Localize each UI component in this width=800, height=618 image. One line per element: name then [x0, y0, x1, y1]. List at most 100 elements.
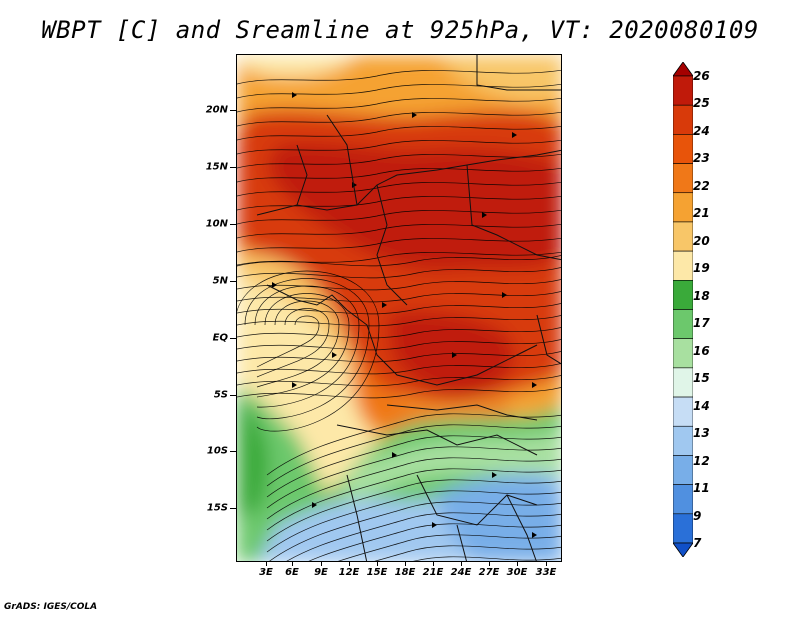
lat-tick: [230, 110, 236, 111]
streamline: [237, 167, 561, 183]
colorbar-label: 20: [693, 233, 710, 248]
streamline: [237, 303, 561, 315]
streamline-arrowhead: [452, 352, 457, 358]
streamline: [266, 479, 561, 542]
streamline: [237, 153, 561, 169]
lon-tick: [517, 561, 518, 566]
streamline: [308, 523, 561, 561]
lon-tick: [433, 561, 434, 566]
streamline: [237, 237, 561, 253]
chart-title: WBPT [C] and Sreamline at 925hPa, VT: 20…: [41, 16, 759, 44]
streamline: [237, 209, 561, 225]
streamline: [237, 387, 561, 399]
colorbar-label: 16: [693, 343, 710, 358]
field-north-pale: [237, 55, 357, 77]
streamline: [266, 424, 561, 487]
lat-label-5n: 5N: [212, 275, 228, 287]
streamline: [374, 545, 561, 561]
field-sahel-band: [237, 235, 507, 436]
lat-label-eq: EQ: [212, 332, 228, 344]
streamline-arrowhead: [492, 472, 497, 478]
streamline: [256, 315, 320, 368]
streamline: [256, 308, 330, 378]
colorbar-swatch: [673, 455, 693, 485]
colorbar-label: 14: [693, 398, 710, 413]
lon-label-3e: 3E: [259, 567, 273, 578]
streamline: [286, 512, 561, 561]
streamline: [237, 291, 561, 303]
colorbar-swatch: [673, 338, 693, 369]
colorbar-label: 22: [693, 178, 710, 193]
streamline-arrowhead: [432, 522, 437, 528]
streamline: [237, 181, 561, 197]
streamline: [266, 435, 561, 498]
colorbar-swatch: [673, 221, 693, 252]
streamline-arrowhead: [292, 92, 297, 98]
lon-tick: [321, 561, 322, 566]
streamline: [237, 125, 561, 141]
colorbar-label: 24: [693, 123, 710, 138]
colorbar-swatch: [673, 280, 693, 310]
colorbar-swatch: [673, 104, 693, 135]
streamline: [269, 501, 561, 561]
streamline: [237, 375, 561, 387]
country-borders: [256, 55, 561, 561]
streamline: [237, 267, 561, 279]
lon-label-21e: 21E: [422, 567, 444, 578]
colorbar-label: 12: [693, 453, 710, 468]
map-panel[interactable]: [236, 54, 562, 562]
streamline: [237, 223, 561, 239]
lon-tick: [377, 561, 378, 566]
streamline: [237, 139, 561, 155]
colorbar-label: 13: [693, 426, 710, 441]
colorbar-swatch: [673, 396, 693, 427]
colorbar-swatch: [673, 192, 693, 223]
lat-tick: [230, 281, 236, 282]
lon-label-24e: 24E: [450, 567, 472, 578]
colorbar-label: 9: [693, 508, 702, 523]
colorbar-top-arrow: [673, 62, 693, 77]
lat-tick: [230, 167, 236, 168]
lon-label-27e: 27E: [478, 567, 500, 578]
lon-tick: [292, 561, 293, 566]
streamline: [237, 327, 561, 339]
streamline: [237, 83, 561, 99]
streamline: [237, 255, 561, 267]
lon-label-30e: 30E: [506, 567, 528, 578]
streamline: [266, 457, 561, 520]
streamline: [256, 300, 340, 388]
field-coast-pale: [237, 254, 357, 375]
streamline-arrowhead: [392, 452, 397, 458]
lon-tick: [546, 561, 547, 566]
colorbar-swatch: [673, 250, 693, 281]
streamline-arrowhead: [272, 282, 277, 288]
lon-label-12e: 12E: [338, 567, 360, 578]
lat-label-20n: 20N: [205, 104, 228, 116]
streamline: [266, 446, 561, 509]
lon-label-6e: 6E: [285, 567, 299, 578]
streamline: [237, 195, 561, 211]
colorbar-label: 15: [693, 371, 710, 386]
wbpt-field-map: [237, 55, 561, 561]
field-south-blue-deep: [437, 473, 561, 561]
streamline-arrowhead: [332, 352, 337, 358]
colorbar-label: 17: [693, 316, 710, 331]
lat-tick: [230, 338, 236, 339]
streamline: [266, 468, 561, 531]
streamline: [237, 363, 561, 375]
streamline: [237, 69, 561, 85]
lon-tick: [489, 561, 490, 566]
lon-tick: [349, 561, 350, 566]
colorbar-bottom-arrow: [673, 542, 693, 557]
streamline-arrowhead: [482, 212, 487, 218]
colorbar: [673, 62, 693, 557]
lon-label-33e: 33E: [535, 567, 557, 578]
colorbar-label: 18: [693, 288, 710, 303]
streamline-arrowhead: [412, 112, 417, 118]
colorbar-label: 21: [693, 206, 710, 221]
lat-label-5s: 5S: [213, 389, 228, 401]
field-hot-core: [267, 142, 561, 271]
colorbar-label: 26: [693, 69, 710, 83]
lat-label-10s: 10S: [206, 445, 228, 457]
streamline: [237, 97, 561, 113]
